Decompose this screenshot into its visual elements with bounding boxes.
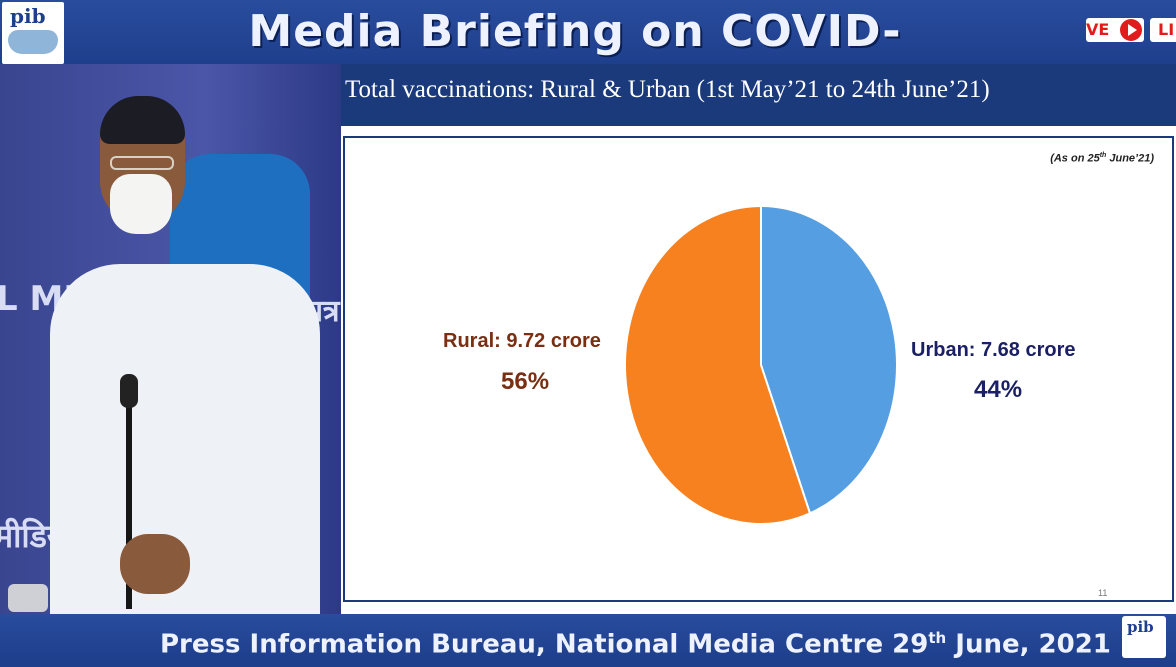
pie-slice-urban: [760, 204, 898, 515]
footer-text-main: Press Information Bureau, National Media…: [160, 629, 929, 660]
pib-logo-text: pib: [10, 4, 46, 28]
slide-header: Total vaccinations: Rural & Urban (1st M…: [341, 64, 1176, 126]
as-on-date: (As on 25th June’21): [1050, 152, 1154, 165]
pie-slice-rural: [624, 204, 812, 525]
footer-text: Press Information Bureau, National Media…: [160, 616, 1111, 667]
live-text-secondary: LI: [1158, 20, 1175, 39]
mask-icon: [8, 30, 58, 54]
live-badge[interactable]: VE: [1086, 18, 1144, 42]
footer-text-sup: th: [928, 629, 947, 647]
pib-logo-small: pib: [1122, 616, 1166, 658]
play-icon: [1120, 19, 1142, 41]
microphone-stand: [126, 379, 132, 609]
slide-page-number: 11: [1098, 588, 1108, 598]
speaker-hair: [100, 96, 185, 144]
live-text: VE: [1086, 20, 1110, 39]
microphone-icon: [120, 374, 138, 408]
speaker-video: L MEDI पत्र मीडिया: [0, 64, 341, 614]
pib-logo-small-text: pib: [1127, 618, 1154, 636]
rural-label: Rural: 9.72 crore: [443, 330, 601, 352]
bottom-banner: Press Information Bureau, National Media…: [0, 614, 1176, 660]
pie-chart: [624, 204, 898, 525]
live-badge-secondary[interactable]: LI: [1150, 18, 1176, 42]
as-on-prefix: (As on 25: [1050, 152, 1100, 165]
urban-percent: 44%: [974, 376, 1023, 403]
chart-area: (As on 25th June’21) Rural: 9.72 crore 5…: [343, 136, 1174, 602]
slide-title: Total vaccinations: Rural & Urban (1st M…: [345, 76, 990, 103]
presentation-slide: Total vaccinations: Rural & Urban (1st M…: [341, 64, 1176, 614]
speaker-glasses: [110, 156, 174, 170]
speaker-mask: [110, 174, 172, 234]
pib-logo: pib: [2, 2, 64, 64]
speaker-hand: [120, 534, 190, 594]
top-banner: pib Media Briefing on COVID-19 VE LI: [0, 0, 1176, 117]
as-on-sup: th: [1099, 152, 1107, 159]
as-on-suffix: June’21): [1106, 152, 1154, 165]
urban-label: Urban: 7.68 crore: [911, 339, 1076, 361]
rural-percent: 56%: [501, 368, 550, 395]
footer-text-end: June, 2021: [946, 629, 1111, 660]
desk-microphone: [8, 584, 48, 612]
